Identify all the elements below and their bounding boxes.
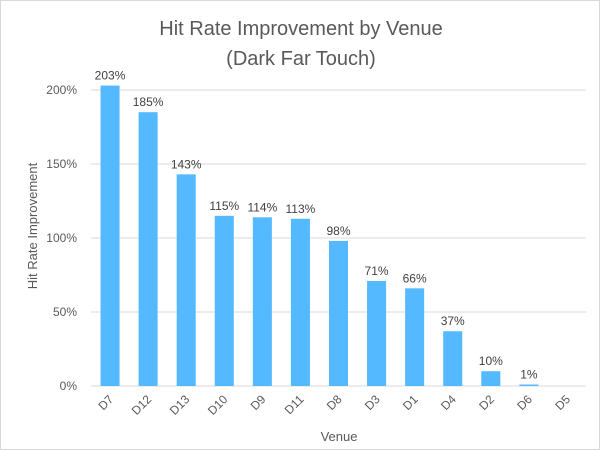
x-tick-label: D8 <box>324 392 345 413</box>
x-axis-label: Venue <box>321 429 358 444</box>
bar <box>443 331 463 386</box>
data-label: 71% <box>365 264 389 278</box>
x-tick-label: D12 <box>129 392 155 418</box>
x-tick-label: D4 <box>438 392 459 413</box>
data-label: 203% <box>95 69 126 83</box>
bar <box>405 288 425 386</box>
bar <box>252 217 272 386</box>
data-label: 113% <box>286 202 316 216</box>
data-labels: 203% 185% 143% 115% 114% 113% 98% 71% 66% 37% 10% 1… <box>95 69 538 382</box>
data-label: 114% <box>247 200 277 214</box>
x-tick-label: D10 <box>205 392 231 418</box>
y-tick-label: 50% <box>53 305 77 319</box>
x-tick-label: D5 <box>552 392 573 413</box>
data-label: 98% <box>326 224 350 238</box>
bars <box>100 85 539 386</box>
bar <box>176 174 196 386</box>
x-tick-label: D6 <box>514 392 535 413</box>
x-tick-label: D2 <box>476 392 497 413</box>
bar <box>519 384 539 386</box>
gridlines <box>91 89 586 387</box>
x-tick-label: D1 <box>400 392 421 413</box>
bar <box>290 218 310 386</box>
bar <box>367 280 387 386</box>
bar <box>100 85 120 386</box>
x-tick-label: D9 <box>248 392 269 413</box>
x-tick-label: D13 <box>167 392 193 418</box>
data-label: 10% <box>479 354 503 368</box>
data-label: 143% <box>171 157 202 171</box>
data-label: 1% <box>520 368 538 382</box>
data-label: 185% <box>133 95 164 109</box>
y-tick-label: 150% <box>46 157 77 171</box>
x-tick-label: D11 <box>282 392 307 417</box>
x-tick-label: D7 <box>95 392 116 413</box>
bar <box>214 215 234 386</box>
data-label: 66% <box>403 271 427 285</box>
y-tick-label: 100% <box>46 231 77 245</box>
x-axis-ticks: D7 D12 D13 D10 D9 D11 D8 D3 D1 D4 D2 D6 D5 <box>95 392 573 418</box>
x-tick-label: D3 <box>362 392 383 413</box>
y-tick-label: 200% <box>46 83 77 97</box>
y-axis-ticks: 0% 50% 100% 150% 200% <box>46 83 77 393</box>
chart-subtitle: (Dark Far Touch) <box>226 48 376 70</box>
chart-title: Hit Rate Improvement by Venue <box>159 18 442 40</box>
y-axis-label: Hit Rate Improvement <box>25 162 40 289</box>
y-tick-label: 0% <box>60 379 78 393</box>
data-label: 115% <box>209 199 239 213</box>
data-label: 37% <box>441 314 465 328</box>
bar <box>481 371 501 386</box>
bar <box>138 112 158 386</box>
bar <box>328 240 349 386</box>
